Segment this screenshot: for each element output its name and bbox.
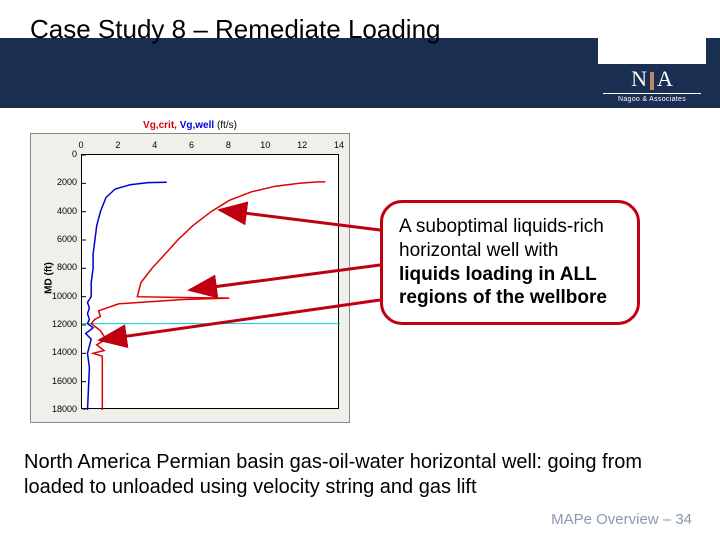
chart: Vg,crit, Vg,well (ft/s) MD (ft) 02000400… bbox=[30, 120, 350, 432]
callout-text-1: A suboptimal liquids-rich horizontal wel… bbox=[399, 216, 604, 261]
logo-top-block bbox=[598, 6, 706, 64]
plot-area: MD (ft) 02000400060008000100001200014000… bbox=[30, 133, 350, 423]
callout-box: A suboptimal liquids-rich horizontal wel… bbox=[380, 200, 640, 325]
logo-n: N bbox=[631, 66, 647, 92]
logo-divider-icon bbox=[650, 72, 654, 90]
page-title: Case Study 8 – Remediate Loading bbox=[30, 14, 441, 45]
logo-a: A bbox=[657, 66, 673, 92]
legend-blue: Vg,well bbox=[180, 120, 214, 131]
logo-line-icon bbox=[603, 93, 700, 94]
logo-subtitle: Nagoo & Associates bbox=[618, 96, 686, 103]
legend-red: Vg,crit, bbox=[143, 120, 177, 131]
legend-unit: (ft/s) bbox=[217, 120, 237, 131]
plot-svg bbox=[82, 155, 340, 410]
callout-text-strong: liquids loading in ALL regions of the we… bbox=[399, 264, 607, 309]
footer-text: MAPe Overview – 34 bbox=[551, 511, 692, 528]
logo-letters: N A bbox=[631, 68, 673, 92]
chart-legend: Vg,crit, Vg,well (ft/s) bbox=[30, 120, 350, 131]
logo: N A Nagoo & Associates bbox=[598, 6, 706, 106]
bottom-text: North America Permian basin gas-oil-wate… bbox=[24, 450, 694, 500]
plot-inner bbox=[81, 154, 339, 409]
